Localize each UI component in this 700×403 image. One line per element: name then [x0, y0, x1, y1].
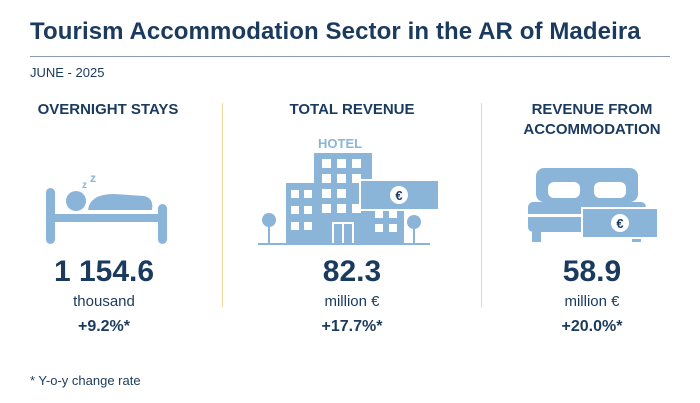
overnight-stays-change: +9.2%*	[77, 318, 131, 335]
column-divider-1	[222, 103, 223, 307]
page-title: Tourism Accommodation Sector in the AR o…	[30, 18, 641, 45]
indicator-heading: OVERNIGHT STAYS	[37, 101, 179, 118]
revenue-accommodation-unit: million €	[564, 293, 620, 310]
overnight-stays-value: 1 154.6	[53, 255, 155, 288]
hotel-label: HOTEL	[318, 136, 363, 151]
double-bed-euro-icon: €	[528, 168, 659, 242]
indicator-heading: REVENUE FROM ACCOMMODATION	[523, 101, 661, 138]
svg-text:z: z	[82, 180, 87, 191]
hotel-building-euro-icon: €	[258, 153, 438, 245]
period-label: JUNE - 2025	[30, 65, 105, 80]
svg-text:€: €	[395, 188, 402, 203]
total-revenue-unit: million €	[324, 293, 380, 310]
revenue-accommodation-value: 58.9	[562, 255, 622, 288]
overnight-stays-unit: thousand	[73, 293, 135, 310]
title-underline	[30, 56, 670, 57]
indicator-heading: TOTAL REVENUE	[289, 101, 415, 118]
svg-text:€: €	[616, 216, 623, 231]
svg-text:z: z	[90, 171, 96, 185]
total-revenue-change: +17.7%*	[321, 318, 383, 335]
total-revenue-value: 82.3	[322, 255, 382, 288]
revenue-accommodation-change: +20.0%*	[561, 318, 623, 335]
sleeping-person-bed-icon: z z	[46, 171, 167, 244]
column-divider-2	[481, 103, 482, 307]
footnote: * Y-o-y change rate	[30, 373, 141, 388]
